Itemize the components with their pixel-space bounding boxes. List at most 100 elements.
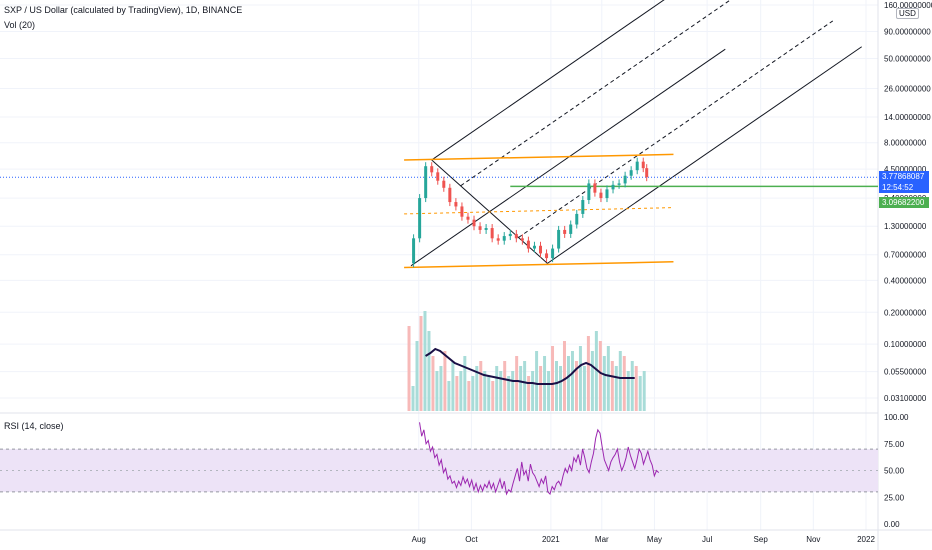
x-tick-label: Nov	[806, 535, 820, 544]
x-tick-label: Jul	[702, 535, 712, 544]
volume-bar	[562, 341, 566, 411]
countdown-tag: 12:54:52	[879, 182, 929, 193]
x-tick-label: 2021	[542, 535, 560, 544]
candle-body	[436, 172, 440, 181]
rsi-indicator-label[interactable]: RSI (14, close)	[4, 421, 64, 431]
y-tick-label: 0.20000000	[884, 308, 927, 317]
volume-bar	[547, 371, 551, 411]
rsi-tick-label: 100.00	[884, 413, 909, 422]
volume-bar	[439, 366, 443, 411]
x-tick-label: Oct	[465, 535, 478, 544]
rsi-tick-label: 25.00	[884, 493, 905, 502]
candle-body	[490, 228, 494, 239]
candle-body	[514, 233, 518, 239]
channel-bottom	[404, 261, 674, 269]
candle-body	[641, 161, 645, 169]
candle-body	[611, 184, 615, 190]
volume-bar	[594, 331, 598, 411]
volume-bar	[499, 371, 503, 411]
volume-bar	[598, 341, 602, 411]
y-tick-label: 160.00000000	[884, 1, 932, 10]
x-tick-label: Mar	[595, 535, 609, 544]
candle-body	[593, 183, 597, 193]
volume-indicator-label[interactable]: Vol (20)	[4, 20, 36, 30]
x-tick-label: May	[647, 535, 662, 544]
volume-bar	[614, 366, 618, 411]
volume-bar	[590, 351, 594, 411]
x-tick-label: Sep	[754, 535, 769, 544]
volume-pane	[407, 311, 646, 411]
y-tick-label: 1.30000000	[884, 222, 927, 231]
volume-bar	[487, 376, 491, 411]
volume-bar	[451, 361, 455, 411]
candle-body	[569, 224, 573, 234]
candle-body	[563, 229, 567, 234]
volume-bar	[463, 356, 467, 411]
volume-bar	[483, 371, 487, 411]
pitchfork-upper	[431, 0, 665, 161]
candle-body	[430, 166, 434, 173]
candle-body	[526, 240, 530, 249]
rsi-tick-label: 75.00	[884, 440, 905, 449]
volume-bar	[491, 381, 495, 411]
volume-bar	[638, 376, 642, 411]
candle-body	[502, 236, 506, 241]
candle-body	[484, 228, 488, 230]
volume-bar	[566, 356, 570, 411]
volume-bar	[419, 316, 423, 411]
volume-bar	[503, 361, 507, 411]
candle-body	[581, 200, 585, 214]
candle-body	[545, 253, 549, 259]
candle-body	[520, 238, 524, 241]
candle-body	[472, 219, 476, 227]
volume-bar	[475, 366, 479, 411]
price-pane	[412, 157, 649, 268]
y-tick-label: 90.00000000	[884, 27, 931, 36]
volume-bar	[495, 366, 499, 411]
volume-bar	[602, 356, 606, 411]
y-tick-label: 0.10000000	[884, 340, 927, 349]
candle-body	[418, 198, 422, 239]
pitchfork-median	[410, 48, 726, 267]
volume-bar	[551, 346, 555, 411]
candle-body	[412, 238, 416, 264]
candle-body	[424, 166, 428, 199]
rsi-tick-label: 50.00	[884, 467, 905, 476]
volume-bar	[515, 356, 519, 411]
candle-body	[454, 202, 458, 207]
volume-bar	[471, 376, 475, 411]
volume-bar	[447, 381, 451, 411]
candle-body	[466, 216, 470, 220]
support-price-tag: 3.09682200	[879, 197, 929, 208]
y-tick-label: 0.70000000	[884, 251, 927, 260]
volume-bar	[535, 351, 539, 411]
candle-body	[557, 229, 561, 249]
volume-bar	[582, 366, 586, 411]
volume-bar	[531, 371, 535, 411]
currency-button[interactable]: USD	[896, 8, 919, 19]
x-tick-label: 2022	[857, 535, 875, 544]
volume-bar	[626, 371, 630, 411]
candle-body	[575, 213, 579, 225]
rsi-line	[419, 422, 660, 496]
volume-bar	[459, 371, 463, 411]
y-tick-label: 50.00000000	[884, 54, 931, 63]
current-price-tag: 3.77868087	[879, 171, 929, 182]
volume-bar	[622, 356, 626, 411]
volume-bar	[427, 331, 431, 411]
candle-body	[623, 175, 627, 184]
y-tick-label: 4.50000000	[884, 165, 927, 174]
volume-bar	[642, 371, 646, 411]
rsi-tick-label: 0.00	[884, 520, 900, 529]
volume-bar	[586, 336, 590, 411]
volume-bar	[455, 376, 459, 411]
volume-bar	[411, 386, 415, 411]
volume-bar	[527, 376, 531, 411]
candle-body	[448, 187, 452, 203]
candle-body	[599, 192, 603, 199]
candle-body	[496, 238, 500, 241]
candle-body	[617, 183, 621, 185]
candle-body	[645, 168, 649, 178]
